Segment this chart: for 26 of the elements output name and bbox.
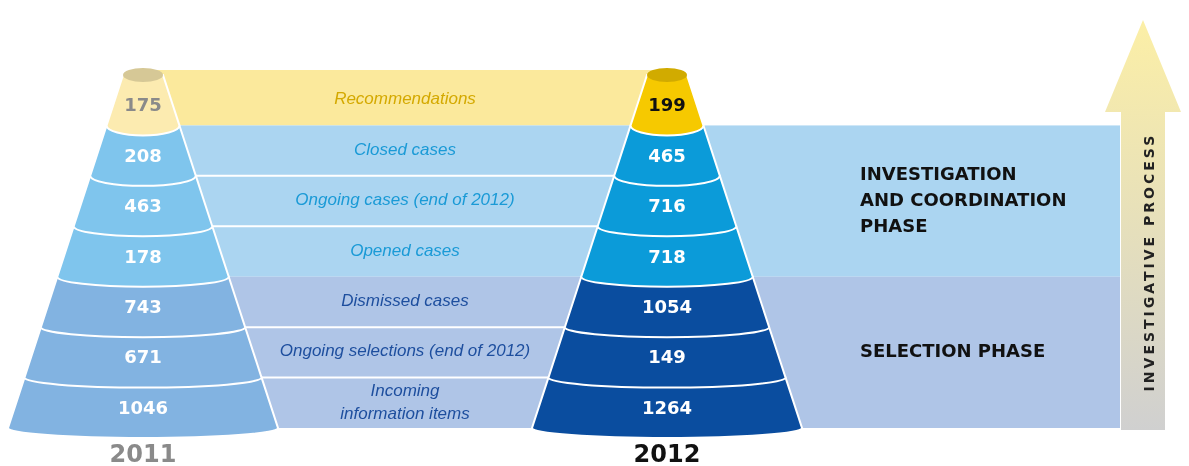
data-label: 175 xyxy=(124,94,162,116)
data-label: 463 xyxy=(124,195,162,217)
text: INVESTIGATION AND COORDINATION PHASE xyxy=(860,163,1067,237)
data-label: 199 xyxy=(648,94,686,116)
category-label: Ongoing selections (end of 2012) xyxy=(279,341,531,361)
data-label: 743 xyxy=(124,295,162,317)
data-label: 718 xyxy=(648,245,686,267)
data-label: 716 xyxy=(648,195,686,217)
data-label: 1054 xyxy=(641,295,693,317)
category-label: Closed cases xyxy=(353,140,457,160)
series-label: 2011 xyxy=(109,440,177,466)
data-label: 1264 xyxy=(641,396,693,418)
category-label: Dismissed cases xyxy=(341,291,470,311)
text: SELECTION PHASE xyxy=(860,340,1046,362)
category-label: Recommendations xyxy=(334,89,477,109)
category-label: Incoming information items xyxy=(340,381,471,424)
data-label: 149 xyxy=(648,346,686,368)
data-label: 208 xyxy=(124,144,162,166)
data-label: 178 xyxy=(124,245,162,267)
series-label: 2012 xyxy=(633,440,701,466)
data-label: 671 xyxy=(124,346,162,368)
data-label: 1046 xyxy=(117,396,169,418)
category-label: Ongoing cases (end of 2012) xyxy=(295,190,515,210)
data-label: 465 xyxy=(648,144,686,166)
category-label: Opened cases xyxy=(350,240,461,260)
text: INVESTIGATIVE PROCESS xyxy=(1141,132,1157,392)
